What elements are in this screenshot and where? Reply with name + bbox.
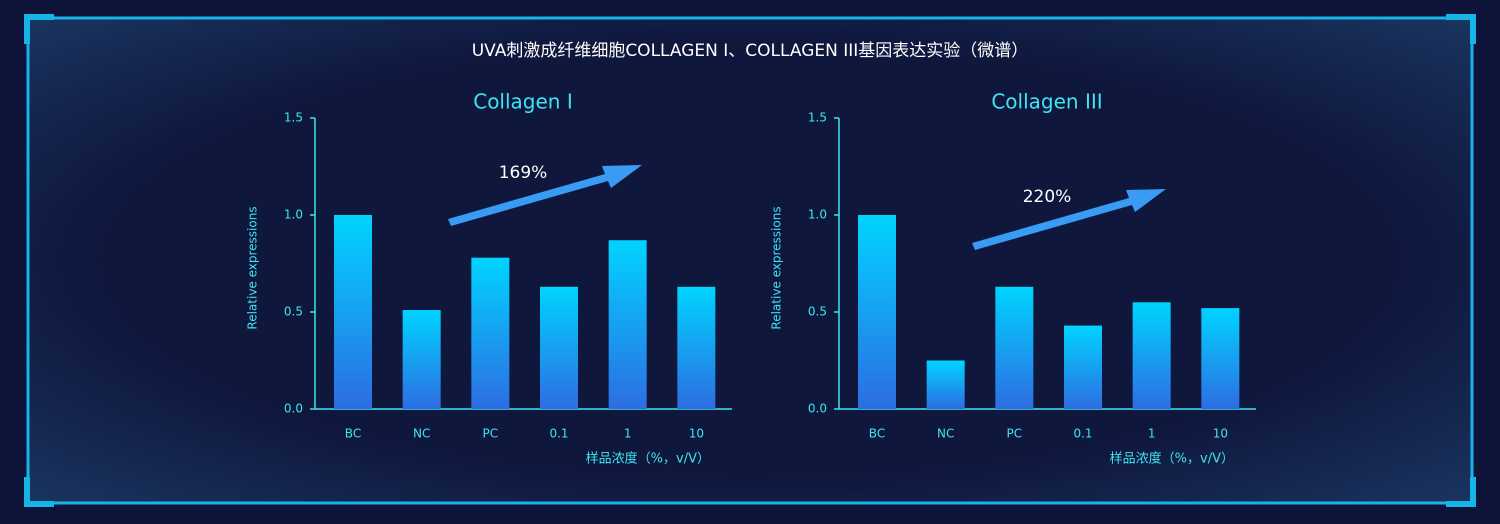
page-title: UVA刺激成纤维细胞COLLAGEN I、COLLAGEN III基因表达实验（… — [472, 41, 1029, 61]
x-tick-label: NC — [413, 427, 430, 441]
bar — [995, 286, 1034, 409]
bar — [926, 360, 965, 409]
x-tick-label: PC — [1007, 427, 1023, 441]
bar — [677, 286, 716, 409]
bar — [334, 215, 372, 409]
y-tick-label: 1.5 — [284, 111, 303, 125]
annotation: 220% — [1023, 187, 1072, 207]
y-tick-label: 1.0 — [808, 208, 827, 222]
y-axis-label: Relative expressions — [770, 206, 784, 329]
x-tick-label: BC — [869, 427, 885, 441]
trend-arrow — [448, 165, 642, 226]
x-tick-label: 0.1 — [549, 427, 568, 441]
chart-title: Collagen III — [991, 90, 1102, 114]
trend-arrow — [972, 189, 1166, 250]
x-axis-label: 样品浓度（%，v/V） — [586, 451, 710, 467]
y-tick-label: 0.0 — [808, 402, 827, 416]
annotation: 169% — [499, 163, 548, 183]
y-tick-label: 1.0 — [284, 208, 303, 222]
x-tick-label: 10 — [1213, 427, 1228, 441]
y-tick-label: 0.5 — [284, 305, 303, 319]
y-axis-label: Relative expressions — [246, 206, 260, 329]
y-tick-label: 1.5 — [808, 111, 827, 125]
x-tick-label: 1 — [1148, 427, 1156, 441]
bar — [1064, 325, 1102, 409]
frame-corners — [24, 14, 1476, 507]
bar — [608, 240, 647, 409]
bar — [471, 257, 510, 409]
chart-title: Collagen I — [473, 90, 573, 114]
x-tick-label: 10 — [689, 427, 704, 441]
y-tick-label: 0.0 — [284, 402, 303, 416]
bar — [1201, 308, 1240, 409]
x-tick-label: 1 — [624, 427, 632, 441]
x-tick-label: BC — [345, 427, 361, 441]
frame — [26, 16, 1474, 505]
bar — [402, 310, 441, 409]
x-tick-label: 0.1 — [1073, 427, 1092, 441]
x-axis-label: 样品浓度（%，v/V） — [1110, 451, 1234, 467]
bar — [858, 215, 896, 409]
y-tick-label: 0.5 — [808, 305, 827, 319]
x-tick-label: PC — [483, 427, 499, 441]
bar — [540, 286, 578, 409]
x-tick-label: NC — [937, 427, 954, 441]
bar — [1132, 302, 1171, 409]
